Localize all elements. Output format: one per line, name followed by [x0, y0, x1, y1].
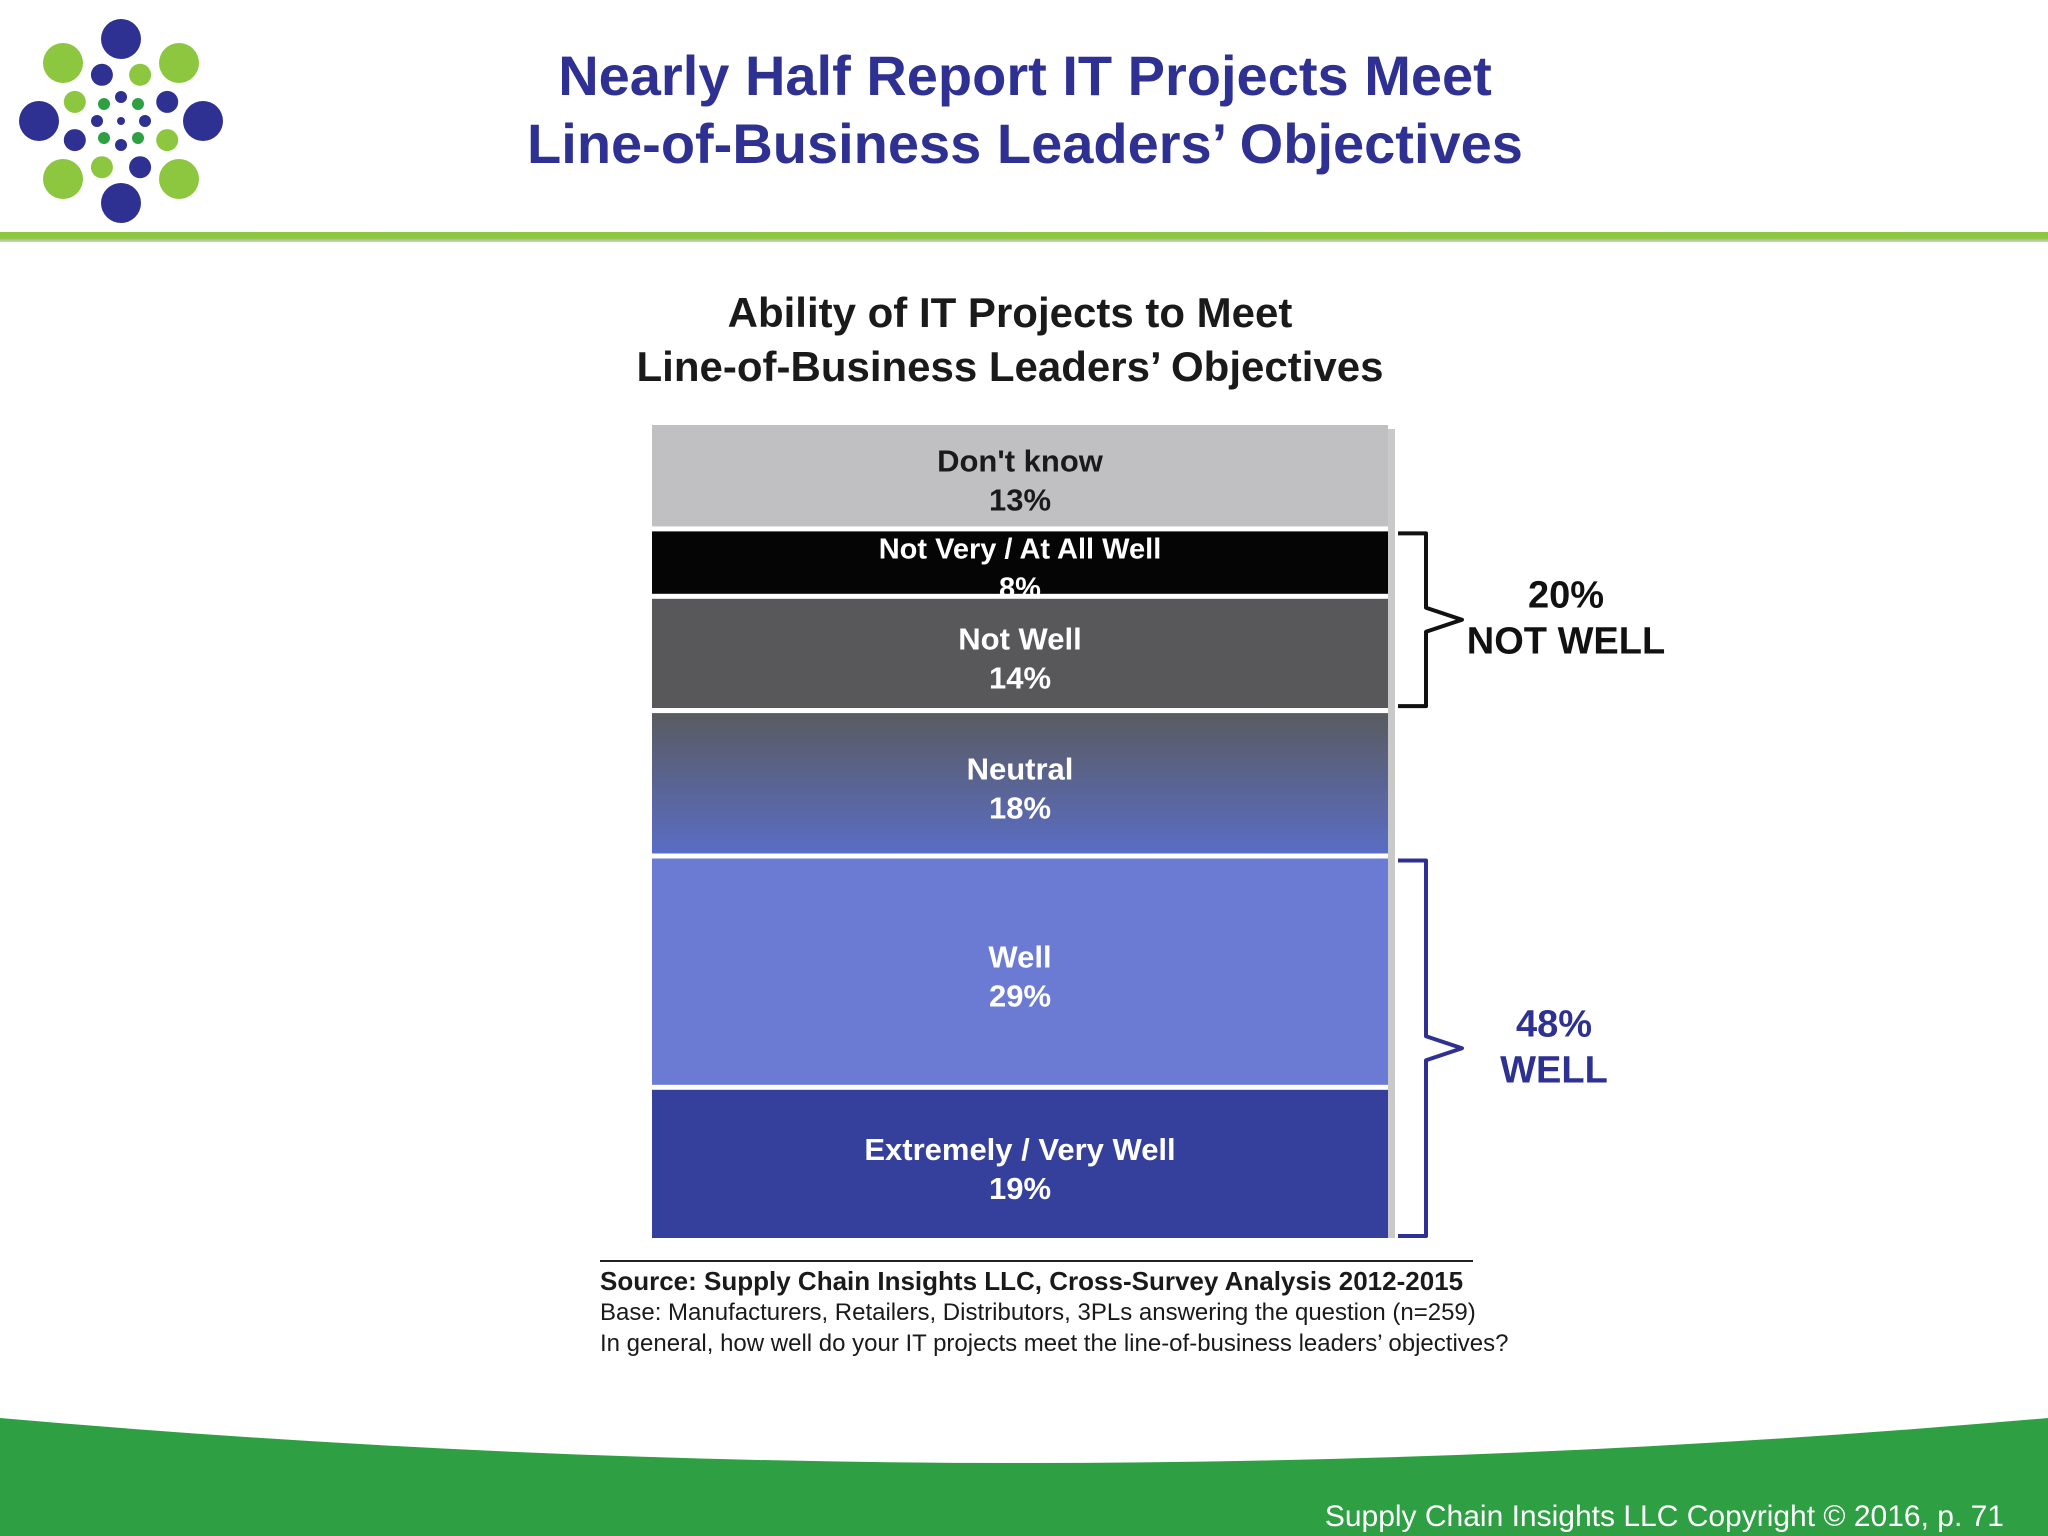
group-bracket-2	[1398, 858, 1464, 1238]
segment-value-5: 29%	[989, 979, 1051, 1014]
source-text: Source: Supply Chain Insights LLC, Cross…	[600, 1266, 1464, 1296]
logo-dot-ring1-8	[43, 43, 83, 83]
slide-title-line-1: Nearly Half Report IT Projects Meet	[558, 44, 1492, 107]
segment-label-5: Well	[988, 940, 1051, 975]
logo-dot-ring3-5	[115, 139, 127, 151]
header-divider	[0, 232, 2048, 242]
segment-label-6: Extremely / Very Well	[864, 1132, 1175, 1167]
logo-dot-ring2-5	[90, 156, 113, 179]
bar-segment-4	[652, 713, 1388, 854]
segment-label-3: Not Well	[958, 622, 1081, 657]
group-pct-label-1: 20%	[1528, 575, 1604, 617]
logo-dot-ring2-4	[129, 156, 152, 179]
footer-wave-shape	[0, 1418, 2048, 1536]
question-text: In general, how well do your IT projects…	[600, 1330, 1509, 1357]
slide-title-line-2: Line-of-Business Leaders’ Objectives	[527, 112, 1523, 175]
base-text: Base: Manufacturers, Retailers, Distribu…	[600, 1299, 1476, 1326]
group-pct-label-2: 48%	[1516, 1003, 1592, 1045]
logo-dot-ring1-3	[183, 101, 223, 141]
footer-band	[0, 1418, 2048, 1536]
segment-value-4: 18%	[989, 790, 1051, 825]
logo-dot-ring2-7	[63, 90, 86, 113]
logo-dot-ring3-1	[115, 91, 127, 103]
group-text-label-2: WELL	[1500, 1049, 1608, 1091]
logo-dot-ring3-2	[132, 98, 144, 110]
chart-title-line-2: Line-of-Business Leaders’ Objectives	[636, 343, 1384, 390]
segment-value-1: 13%	[989, 483, 1051, 518]
logo-dot-ring2-3	[156, 129, 179, 152]
segment-label-1: Don't know	[937, 444, 1104, 479]
logo-dot-ring3-6	[98, 132, 110, 144]
bar-segment-1	[652, 425, 1388, 527]
logo-dot-ring3-8	[98, 98, 110, 110]
footer-copyright: Supply Chain Insights LLC Copyright © 20…	[1324, 1500, 2004, 1533]
logo-dot-ring1-2	[159, 43, 199, 83]
chart-source-notes: Source: Supply Chain Insights LLC, Cross…	[600, 1260, 1700, 1359]
bar-segment-5	[652, 858, 1388, 1085]
bar-segment-3	[652, 598, 1388, 708]
column-shadow	[1388, 429, 1395, 1238]
logo-dot-ring1-5	[101, 183, 141, 223]
logo-dot-ring2-6	[63, 129, 86, 152]
logo-dot-ring2-1	[129, 63, 152, 86]
segment-label-2: Not Very / At All Well	[879, 534, 1162, 566]
logo-dot-ring1-6	[43, 159, 83, 199]
bar-segment-2	[652, 531, 1388, 594]
dot-burst-logo-icon	[19, 19, 223, 223]
logo-dot-center	[117, 117, 125, 125]
segment-label-4: Neutral	[967, 751, 1074, 786]
slide-title: Nearly Half Report IT Projects Meet Line…	[400, 42, 1650, 178]
logo-dot-ring2-8	[90, 63, 113, 86]
logo-dot-ring1-7	[19, 101, 59, 141]
chart-title: Ability of IT Projects to Meet Line-of-B…	[560, 286, 1460, 394]
logo-dot-ring1-4	[159, 159, 199, 199]
logo-dot-ring3-3	[139, 115, 151, 127]
group-bracket-1	[1398, 531, 1464, 709]
logo-dot-ring1-1	[101, 19, 141, 59]
chart-title-line-1: Ability of IT Projects to Meet	[727, 289, 1293, 336]
logo-dot-ring3-4	[132, 132, 144, 144]
segment-value-6: 19%	[989, 1171, 1051, 1206]
logo-dot-ring2-2	[156, 90, 179, 113]
bar-segment-6	[652, 1089, 1388, 1238]
logo-dot-ring3-7	[91, 115, 103, 127]
group-text-label-1: NOT WELL	[1467, 621, 1665, 663]
segment-value-3: 14%	[989, 661, 1051, 696]
source-divider	[600, 1260, 1473, 1262]
